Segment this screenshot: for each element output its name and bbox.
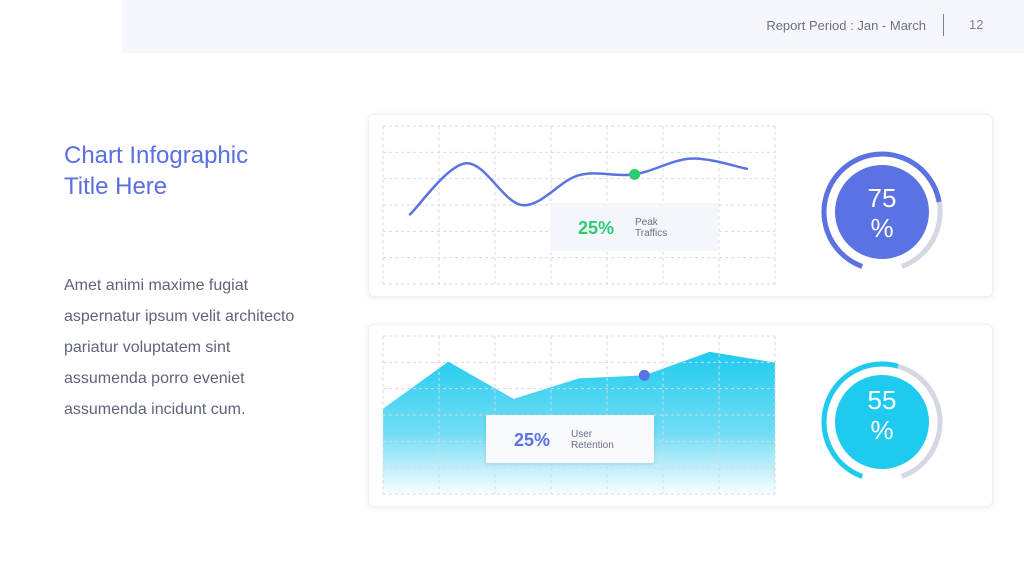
ring-value: 55% bbox=[867, 385, 897, 445]
area-chart-card: 25% User Retention 55% bbox=[368, 324, 993, 507]
ring-value: 75% bbox=[867, 183, 897, 243]
ring-progress bbox=[821, 361, 899, 479]
callout-value: 25% bbox=[514, 430, 551, 450]
highlight-point bbox=[638, 369, 650, 381]
callout-label-line2: Traffics bbox=[635, 228, 668, 239]
page-title: Chart Infographic Title Here bbox=[64, 142, 249, 200]
line-chart-card: 25% Peak Traffics 75% bbox=[368, 114, 993, 297]
ring-center bbox=[835, 165, 929, 259]
user-retention-callout: 25% User Retention bbox=[486, 415, 654, 463]
header-divider bbox=[943, 14, 944, 36]
peak-traffic-callout: 25% Peak Traffics bbox=[550, 203, 718, 251]
highlight-point bbox=[629, 168, 641, 180]
progress-ring-55 bbox=[821, 361, 943, 479]
callout-value: 25% bbox=[578, 218, 615, 238]
callout-label-line1: Peak bbox=[635, 217, 658, 228]
ring-center bbox=[835, 375, 929, 469]
callout-label-line1: User bbox=[571, 429, 593, 440]
header-band bbox=[122, 0, 1024, 53]
callout-label-line2: Retention bbox=[571, 440, 614, 451]
page-number: 12 bbox=[969, 17, 984, 32]
ring-progress bbox=[821, 151, 942, 269]
series-line bbox=[408, 157, 749, 216]
progress-ring-75 bbox=[821, 151, 943, 269]
report-period: Report Period : Jan - March bbox=[766, 18, 926, 33]
body-paragraph: Amet animi maxime fugiat aspernatur ipsu… bbox=[64, 277, 295, 418]
